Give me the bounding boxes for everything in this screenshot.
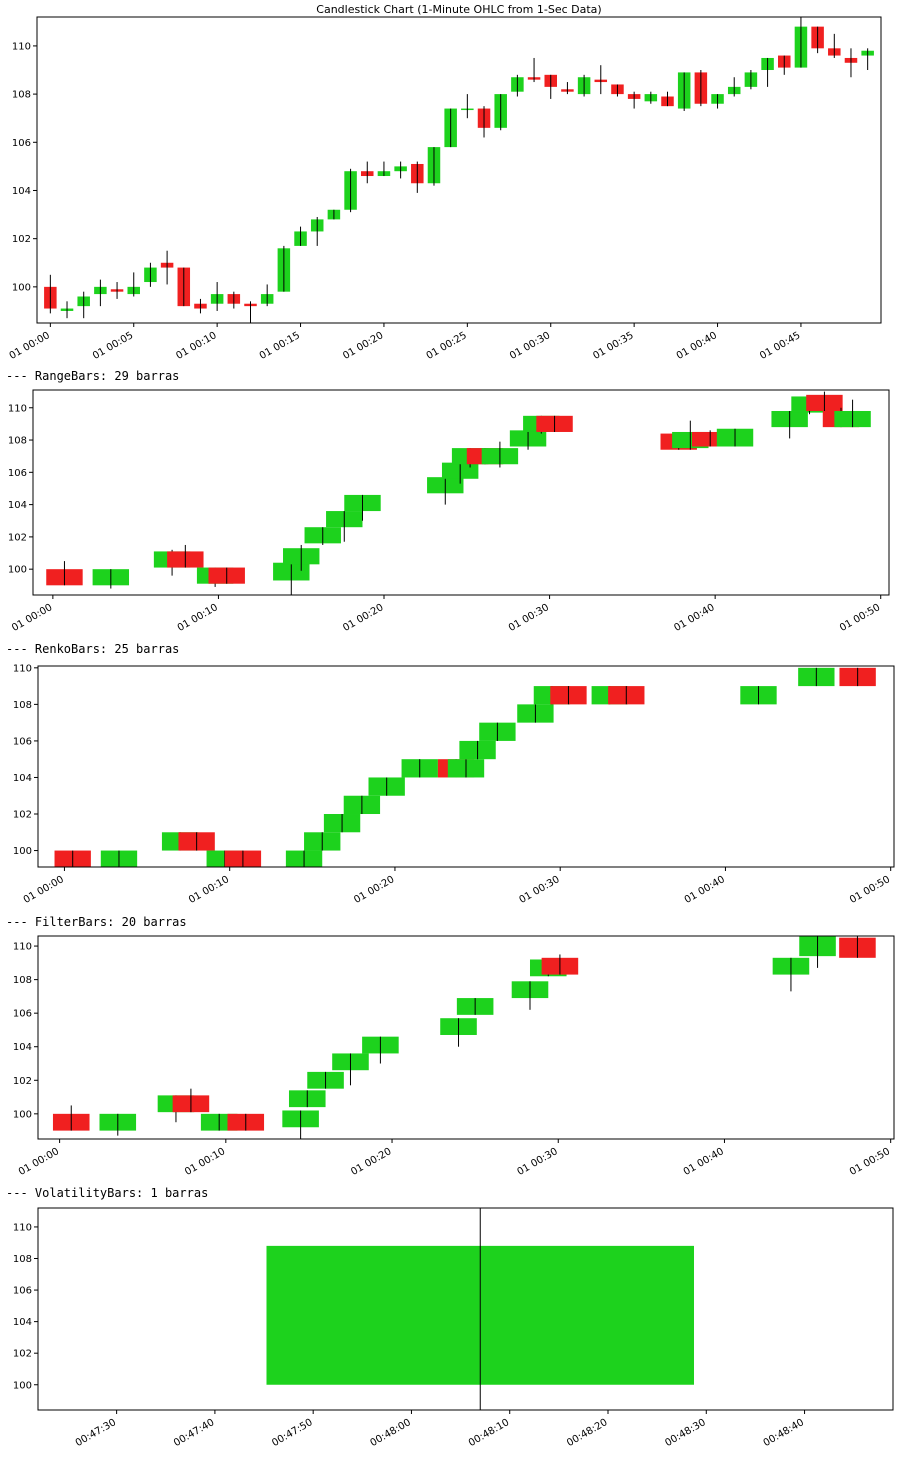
x-tick-label: 01 00:10 — [174, 330, 218, 362]
x-tick-label: 01 00:50 — [848, 1146, 892, 1178]
filterbars-panel-title: --- FilterBars: 20 barras — [6, 915, 187, 929]
plot-frame — [37, 1207, 894, 1411]
y-tick-label: 104 — [13, 773, 32, 784]
x-tick-label: 01 00:20 — [349, 1146, 393, 1178]
rangebars-panel-title: --- RangeBars: 29 barras — [6, 369, 180, 383]
x-tick-label: 01 00:50 — [848, 874, 892, 906]
plot-frame — [36, 16, 882, 324]
y-tick-label: 106 — [13, 1286, 32, 1297]
y-tick-label: 110 — [13, 663, 32, 674]
filterbars-chart: 100 102 104 106 108 110 01 00:00 01 00:10 01 00:… — [13, 935, 895, 1178]
plot-frame — [32, 389, 890, 596]
y-tick-label: 110 — [13, 1222, 32, 1233]
x-tick-label: 01 00:40 — [683, 874, 727, 906]
y-tick-label: 102 — [13, 810, 32, 821]
x-tick-label: 01 00:20 — [352, 874, 396, 906]
y-tick-label: 102 — [12, 234, 31, 245]
x-tick-label: 01 00:30 — [507, 602, 551, 634]
chart-title: Candlestick Chart (1-Minute OHLC from 1-… — [316, 3, 601, 16]
y-tick-label: 102 — [8, 532, 27, 543]
x-tick-label: 01 00:30 — [516, 1146, 560, 1178]
volatilitybars-panel-title: --- VolatilityBars: 1 barras — [6, 1186, 209, 1200]
y-tick-label: 100 — [12, 282, 31, 293]
x-tick-label: 00:48:30 — [663, 1417, 707, 1449]
x-tick-label: 01 00:20 — [341, 330, 385, 362]
x-tick-label: 01 00:10 — [183, 1146, 227, 1178]
y-tick-label: 104 — [12, 186, 31, 197]
x-tick-label: 01 00:00 — [22, 874, 66, 906]
x-tick-label: 00:48:00 — [369, 1417, 413, 1449]
x-tick-label: 01 00:00 — [10, 602, 54, 634]
renkobars-chart: 100 102 104 106 108 110 01 00:00 01 00:10 01 00:… — [13, 663, 895, 906]
y-tick-label: 106 — [13, 736, 32, 747]
volatilitybars-chart: 100 102 104 106 108 110 00:47:30 00:47:40 00:47:… — [13, 1207, 894, 1449]
x-tick-label: 01 00:50 — [838, 602, 882, 634]
y-tick-label: 108 — [12, 90, 31, 101]
y-tick-label: 110 — [12, 41, 31, 52]
x-tick-label: 01 00:10 — [176, 602, 220, 634]
x-tick-label: 00:48:40 — [762, 1417, 806, 1449]
plot-frame — [37, 935, 895, 1140]
y-tick-label: 104 — [13, 1042, 32, 1053]
plot-frame — [37, 665, 895, 868]
y-tick-label: 106 — [8, 468, 27, 479]
x-tick-label: 00:48:10 — [467, 1417, 511, 1449]
x-tick-label: 00:48:20 — [565, 1417, 609, 1449]
y-tick-label: 108 — [13, 1254, 32, 1265]
x-tick-label: 01 00:40 — [682, 1146, 726, 1178]
candlestick-chart: Candlestick Chart (1-Minute OHLC from 1-… — [8, 3, 882, 362]
x-tick-label: 01 00:00 — [17, 1146, 61, 1178]
y-tick-label: 104 — [8, 500, 27, 511]
y-tick-label: 104 — [13, 1317, 32, 1328]
y-tick-label: 100 — [13, 1380, 32, 1391]
y-tick-label: 100 — [8, 565, 27, 576]
x-tick-label: 01 00:25 — [425, 330, 469, 362]
x-tick-label: 01 00:20 — [341, 602, 385, 634]
x-tick-label: 01 00:35 — [591, 330, 635, 362]
x-tick-label: 00:47:30 — [74, 1417, 118, 1449]
x-tick-label: 00:47:40 — [172, 1417, 216, 1449]
y-tick-label: 100 — [13, 1109, 32, 1120]
x-tick-label: 00:47:50 — [270, 1417, 314, 1449]
x-tick-label: 01 00:05 — [91, 330, 135, 362]
y-tick-label: 108 — [8, 436, 27, 447]
y-tick-label: 108 — [13, 975, 32, 986]
x-tick-label: 01 00:10 — [187, 874, 231, 906]
x-tick-label: 01 00:30 — [508, 330, 552, 362]
x-tick-label: 01 00:30 — [517, 874, 561, 906]
x-tick-label: 01 00:40 — [675, 330, 719, 362]
x-tick-label: 01 00:45 — [758, 330, 802, 362]
y-tick-label: 106 — [12, 138, 31, 149]
y-tick-label: 110 — [8, 403, 27, 414]
rangebars-chart: 100 102 104 106 108 110 01 00:00 01 00:10 01 00:… — [8, 389, 890, 634]
y-tick-label: 102 — [13, 1076, 32, 1087]
x-tick-label: 01 00:00 — [8, 330, 52, 362]
y-tick-label: 106 — [13, 1009, 32, 1020]
renkobars-panel-title: --- RenkoBars: 25 barras — [6, 642, 180, 656]
y-tick-label: 108 — [13, 700, 32, 711]
y-tick-label: 100 — [13, 846, 32, 857]
x-tick-label: 01 00:40 — [672, 602, 716, 634]
y-tick-label: 102 — [13, 1349, 32, 1360]
y-tick-label: 110 — [13, 942, 32, 953]
x-tick-label: 01 00:15 — [258, 330, 302, 362]
